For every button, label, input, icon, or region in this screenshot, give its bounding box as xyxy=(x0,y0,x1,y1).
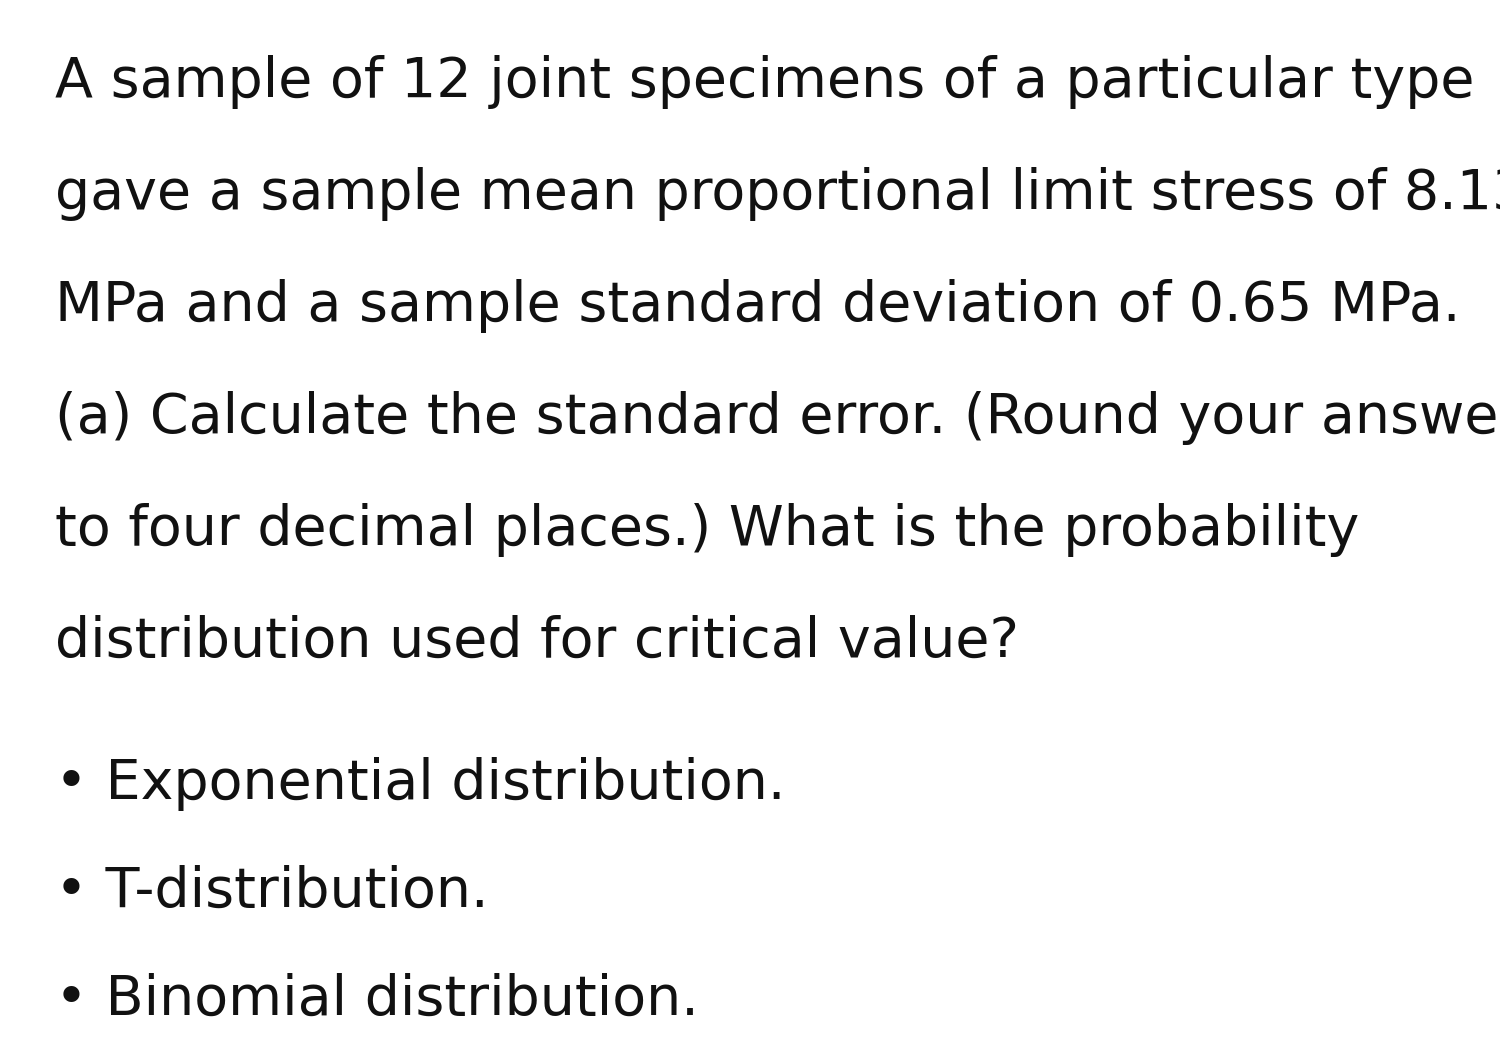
Text: • Binomial distribution.: • Binomial distribution. xyxy=(56,973,699,1028)
Text: distribution used for critical value?: distribution used for critical value? xyxy=(56,615,1018,669)
Text: • T-distribution.: • T-distribution. xyxy=(56,865,489,919)
Text: to four decimal places.) What is the probability: to four decimal places.) What is the pro… xyxy=(56,503,1359,557)
Text: (a) Calculate the standard error. (Round your answer: (a) Calculate the standard error. (Round… xyxy=(56,391,1500,445)
Text: A sample of 12 joint specimens of a particular type: A sample of 12 joint specimens of a part… xyxy=(56,55,1474,109)
Text: MPa and a sample standard deviation of 0.65 MPa.: MPa and a sample standard deviation of 0… xyxy=(56,279,1461,333)
Text: gave a sample mean proportional limit stress of 8.13: gave a sample mean proportional limit st… xyxy=(56,167,1500,220)
Text: • Exponential distribution.: • Exponential distribution. xyxy=(56,757,786,811)
